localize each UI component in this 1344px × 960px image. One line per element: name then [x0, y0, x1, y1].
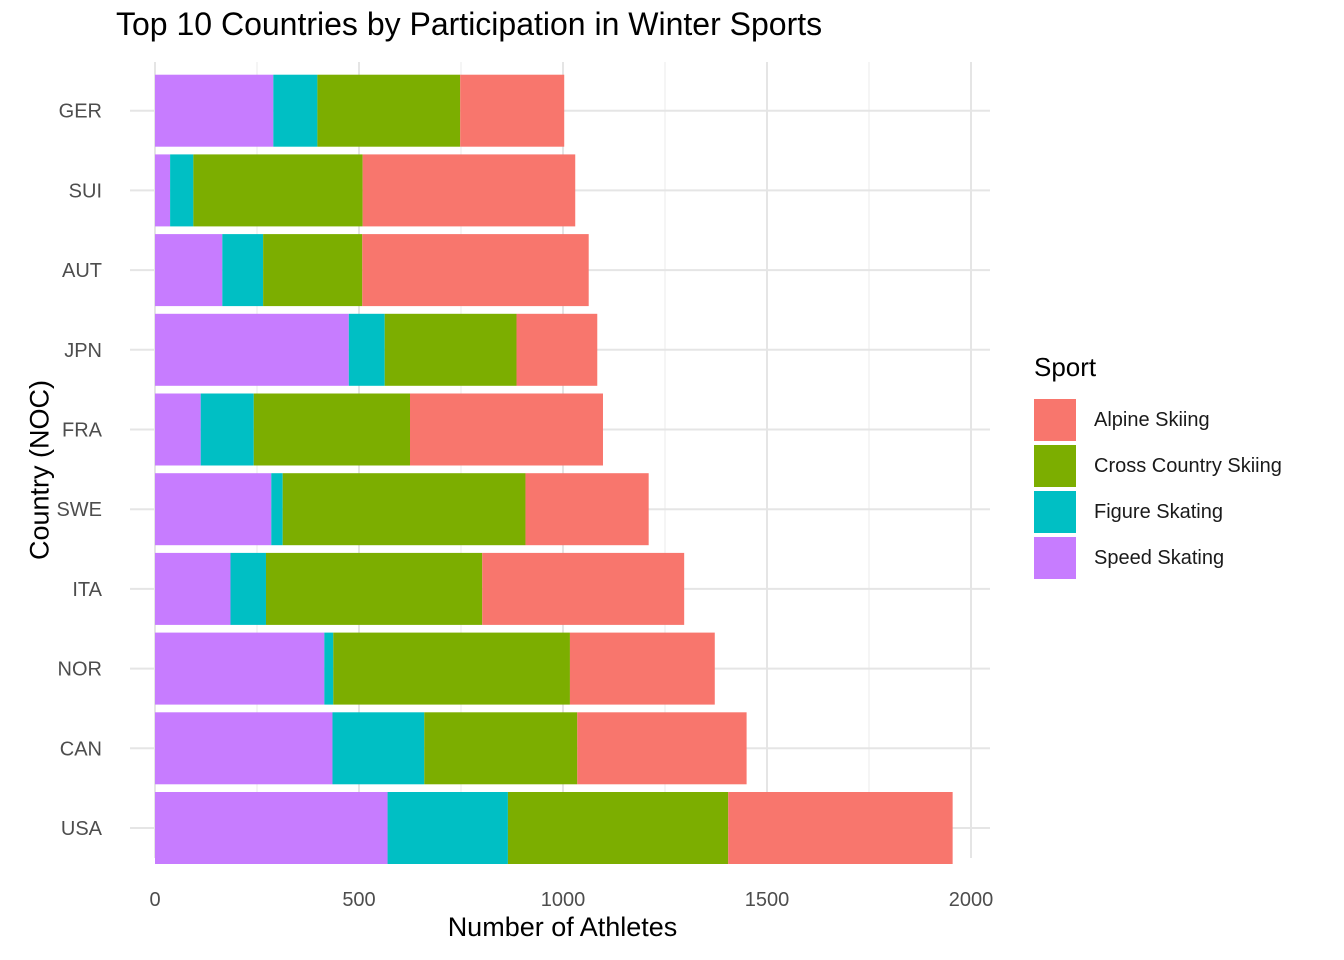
- bar-segment: [200, 393, 254, 466]
- bar-segment: [507, 792, 729, 864]
- bar-segment: [525, 473, 649, 546]
- bar-segment: [265, 552, 483, 625]
- legend-key: [1034, 445, 1076, 487]
- legend-key: [1034, 537, 1076, 579]
- bar-segment: [348, 313, 385, 386]
- legend-label: Alpine Skiing: [1094, 408, 1210, 431]
- bar-segment: [387, 792, 508, 864]
- legend-key: [1034, 399, 1076, 441]
- legend: Sport Alpine Skiing Cross Country Skiing F…: [1034, 352, 1282, 581]
- bar-segment: [155, 393, 201, 466]
- chart-title: Top 10 Countries by Participation in Win…: [116, 6, 823, 42]
- bar-segment: [230, 552, 266, 625]
- bar-segment: [193, 154, 363, 227]
- bar-segment: [155, 473, 272, 546]
- bar-segment: [155, 74, 274, 147]
- bar-segment: [424, 712, 578, 785]
- legend-item: Cross Country Skiing: [1034, 443, 1282, 489]
- y-axis-label: Country (NOC): [24, 379, 55, 561]
- y-tick-label: SUI: [69, 180, 102, 202]
- y-tick-label: JPN: [64, 340, 102, 362]
- bar-segment: [155, 712, 333, 785]
- legend-label: Speed Skating: [1094, 546, 1225, 569]
- bar-segment: [362, 154, 576, 227]
- legend-title: Sport: [1034, 352, 1097, 382]
- y-tick-label: GER: [59, 101, 102, 123]
- legend-key: [1034, 491, 1076, 533]
- bar-segment: [384, 313, 517, 386]
- bar-segment: [460, 74, 565, 147]
- bar-segment: [155, 313, 349, 386]
- bar-segment: [516, 313, 598, 386]
- bar-segment: [155, 154, 171, 227]
- bar-segment: [271, 473, 283, 546]
- bar-segment: [155, 234, 223, 307]
- y-tick-label: SWE: [56, 499, 102, 521]
- bar-segment: [273, 74, 318, 147]
- bar-segment: [362, 234, 589, 307]
- bar-segment: [170, 154, 194, 227]
- bar-segment: [728, 792, 953, 864]
- bar-segment: [482, 552, 685, 625]
- legend-item: Speed Skating: [1034, 535, 1282, 581]
- bar-segment: [333, 632, 570, 705]
- bar-segment: [155, 632, 325, 705]
- legend-item: Figure Skating: [1034, 489, 1282, 535]
- x-tick-label: 0: [149, 889, 160, 911]
- bar-segment: [577, 712, 747, 785]
- x-tick-label: 500: [342, 889, 375, 911]
- legend-label: Figure Skating: [1094, 500, 1223, 523]
- x-tick-label: 1500: [745, 889, 790, 911]
- bar-segment: [222, 234, 264, 307]
- bar-segment: [324, 632, 334, 705]
- legend-item: Alpine Skiing: [1034, 397, 1282, 443]
- bar-segment: [155, 552, 231, 625]
- y-tick-label: USA: [61, 818, 103, 840]
- bar-segment: [253, 393, 410, 466]
- bar-segment: [263, 234, 363, 307]
- x-tick-label: 2000: [949, 889, 994, 911]
- legend-label: Cross Country Skiing: [1094, 454, 1282, 477]
- y-tick-label: AUT: [62, 260, 102, 282]
- x-axis-label: Number of Athletes: [447, 912, 678, 942]
- y-tick-label: NOR: [58, 659, 102, 681]
- bar-segment: [155, 792, 388, 864]
- x-tick-label: 1000: [541, 889, 586, 911]
- bar-segment: [282, 473, 526, 546]
- bar-segment: [569, 632, 715, 705]
- y-tick-label: CAN: [60, 738, 102, 760]
- bar-segment: [332, 712, 425, 785]
- y-tick-label: ITA: [72, 579, 102, 601]
- bar-segment: [317, 74, 461, 147]
- bar-segment: [410, 393, 603, 466]
- y-tick-label: FRA: [62, 420, 103, 442]
